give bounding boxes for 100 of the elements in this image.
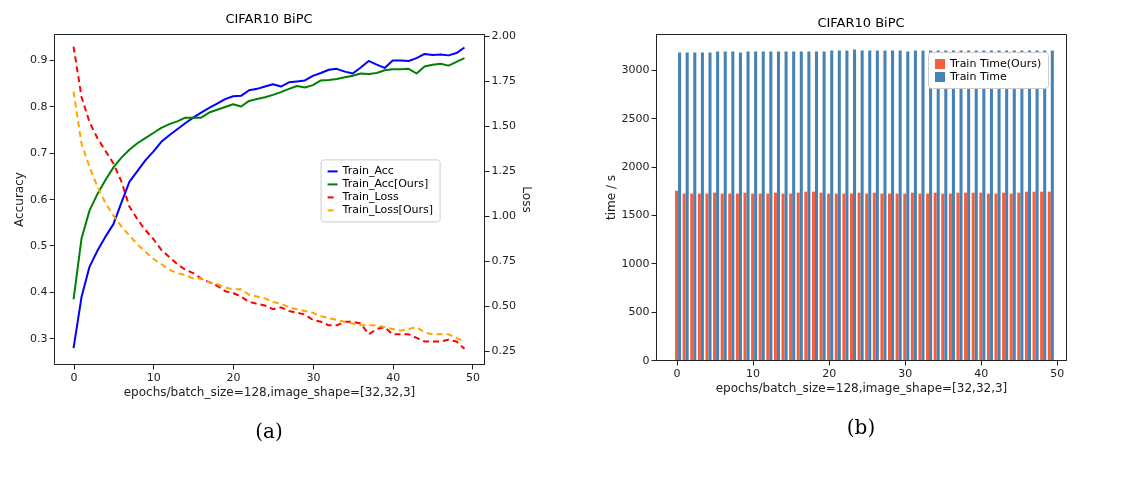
bar <box>708 52 712 360</box>
x-tick-label: 0 <box>673 366 681 380</box>
y-tick-label: 2000 <box>621 160 650 174</box>
legend-label: Train_Loss <box>341 190 399 204</box>
bar <box>1047 191 1051 360</box>
legend-label: Train Time <box>949 70 1008 83</box>
y2-tick-label: 1.00 <box>491 209 516 223</box>
y-tick-label: 2500 <box>621 111 650 125</box>
bar <box>781 193 785 360</box>
x-tick-label: 30 <box>306 370 321 384</box>
bar <box>743 192 747 360</box>
line-series <box>72 57 466 301</box>
bar <box>948 193 952 360</box>
bar <box>875 50 879 360</box>
bar <box>776 51 780 360</box>
y-tick-label: 0.8 <box>30 99 48 113</box>
bar <box>766 193 770 360</box>
bar <box>700 52 704 360</box>
bar <box>842 193 846 360</box>
x-tick-label: 10 <box>746 366 761 380</box>
bar <box>735 193 739 360</box>
bar <box>1002 192 1006 360</box>
bar <box>693 52 697 360</box>
bar <box>751 193 755 360</box>
bar <box>1040 191 1044 360</box>
bar <box>979 192 983 360</box>
bar <box>926 193 930 360</box>
y2-tick-label: 0.75 <box>491 254 516 268</box>
bar <box>918 193 922 360</box>
x-tick-label: 10 <box>146 370 161 384</box>
y-tick-label: 0.3 <box>30 331 48 345</box>
bar <box>865 193 869 360</box>
bar <box>903 193 907 360</box>
bar <box>713 192 717 360</box>
bar <box>880 193 884 360</box>
bar <box>754 51 758 360</box>
y2-tick-label: 0.25 <box>491 344 516 358</box>
y2-tick-label: 1.25 <box>491 164 516 178</box>
chart-title: CIFAR10 BiPC <box>225 10 313 26</box>
y-tick-label: 500 <box>628 305 650 319</box>
bar <box>1009 193 1013 360</box>
text: (b) <box>846 415 876 439</box>
bar <box>697 193 701 360</box>
y-tick-label: 0.6 <box>30 192 48 206</box>
y2-tick-label: 1.50 <box>491 119 516 133</box>
x-tick-label: 0 <box>70 370 78 384</box>
bar <box>895 193 899 360</box>
bar <box>769 51 773 360</box>
text: (a) <box>255 419 283 443</box>
legend-label: Train_Acc[Ours] <box>341 177 429 191</box>
bar <box>675 190 679 360</box>
bar <box>804 191 808 360</box>
bar <box>868 50 872 360</box>
bar <box>986 193 990 360</box>
x-tick-label: 30 <box>898 366 913 380</box>
y2-tick-label: 1.75 <box>491 74 516 88</box>
bar <box>720 193 724 360</box>
x-tick-label: 20 <box>822 366 837 380</box>
bar <box>891 50 895 360</box>
bar <box>994 193 998 360</box>
bar <box>1050 50 1054 360</box>
y2-tick-label: 2.00 <box>491 29 516 43</box>
bar <box>933 192 937 360</box>
x-tick-label: 50 <box>1050 366 1065 380</box>
bar <box>746 51 750 360</box>
y2-tick-label: 0.50 <box>491 299 516 313</box>
bar <box>956 192 960 360</box>
bar <box>971 192 975 360</box>
y-axis-title: Accuracy <box>12 172 27 227</box>
bar <box>883 50 887 360</box>
bar <box>784 51 788 360</box>
bar <box>1024 191 1028 360</box>
bar <box>758 193 762 360</box>
bar <box>682 193 686 360</box>
bar <box>1017 192 1021 360</box>
legend-label: Train_Loss[Ours] <box>341 203 434 217</box>
bar <box>857 192 861 360</box>
y-tick-label: 3000 <box>621 63 650 77</box>
bar <box>723 51 727 360</box>
bar <box>738 52 742 360</box>
bar <box>807 51 811 360</box>
bar <box>819 192 823 360</box>
bar <box>872 192 876 360</box>
bar <box>716 51 720 360</box>
bar <box>830 50 834 360</box>
chart-title: CIFAR10 BiPC <box>817 15 905 30</box>
bar <box>1032 191 1036 360</box>
y-tick-label: 0.4 <box>30 285 48 299</box>
legend-label: Train Time(Ours) <box>949 57 1042 70</box>
x-axis-title: epochs/batch_size=128,image_shape=[32,32,3] <box>715 380 1008 395</box>
bar <box>678 52 682 360</box>
x-tick-label: 20 <box>226 370 241 384</box>
bar <box>799 51 803 360</box>
bar <box>796 192 800 360</box>
bar <box>834 193 838 360</box>
bar <box>860 50 864 360</box>
bar <box>910 192 914 360</box>
bar <box>845 50 849 360</box>
bar <box>761 51 765 360</box>
bar <box>913 50 917 360</box>
